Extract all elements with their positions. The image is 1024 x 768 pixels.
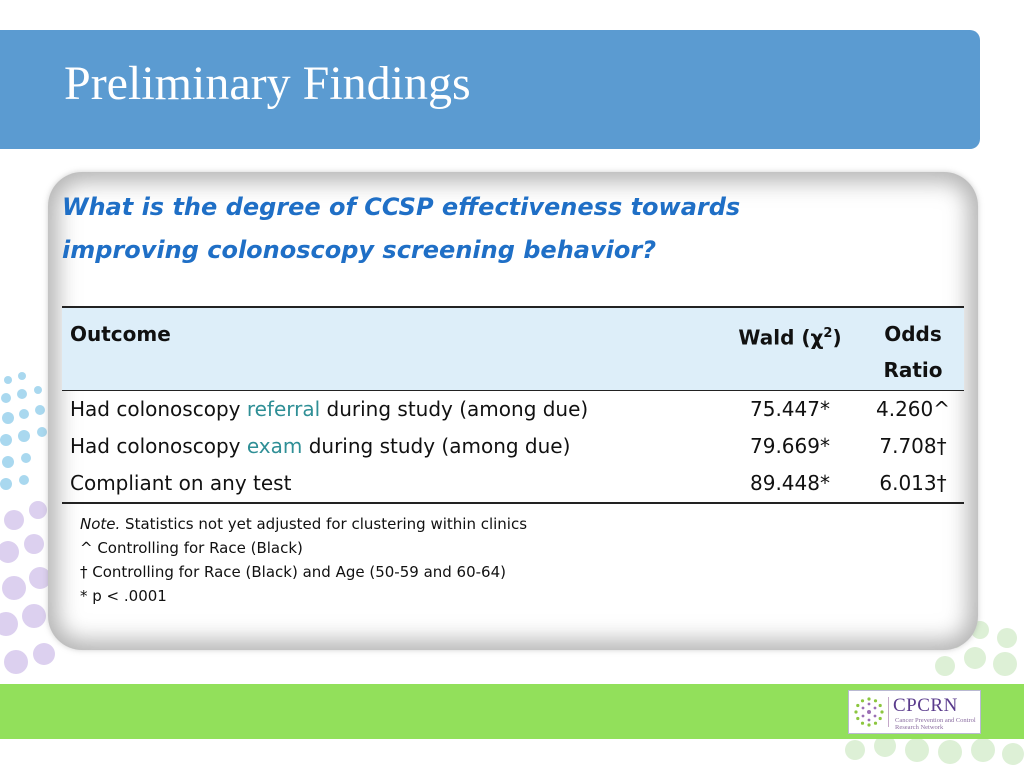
outcome-cell: Had colonoscopy referral during study (a… <box>62 391 718 429</box>
wald-cell: 89.448* <box>750 471 830 495</box>
note-line-2: ^ Controlling for Race (Black) <box>80 539 303 557</box>
logo-title: CPCRN <box>893 695 958 716</box>
note-line-3: † Controlling for Race (Black) and Age (… <box>80 563 506 581</box>
table-row: Had colonoscopy referral during study (a… <box>62 391 964 429</box>
odds-ratio-cell: 6.013† <box>879 471 947 495</box>
logo-divider <box>888 697 889 727</box>
results-table: Outcome Wald (χ2) Odds Ratio Had colonosc… <box>62 306 964 504</box>
content-frame <box>48 172 978 650</box>
outcome-text: Had colonoscopy <box>70 397 247 421</box>
header-outcome: Outcome <box>70 322 171 346</box>
header-wald-superscript: 2 <box>823 326 833 341</box>
title-bar <box>0 30 980 149</box>
header-wald: Wald (χ2) <box>718 307 862 391</box>
outcome-text: Compliant on any test <box>70 471 292 495</box>
logo-subtitle: Cancer Prevention and Control Research N… <box>895 717 976 731</box>
decorative-dots-left <box>0 372 55 674</box>
odds-ratio-cell: 7.708† <box>879 434 947 458</box>
header-ratio: Ratio <box>883 358 943 382</box>
header-wald-prefix: Wald ( <box>738 325 811 350</box>
outcome-text-end: during study (among due) <box>320 397 589 421</box>
header-wald-chi: χ <box>810 325 824 350</box>
odds-ratio-cell: 4.260^ <box>875 397 950 421</box>
note-label: Note. <box>80 515 121 533</box>
outcome-highlight: referral <box>246 397 321 421</box>
outcome-text: Had colonoscopy <box>70 434 247 458</box>
research-question: What is the degree of CCSP effectiveness… <box>62 193 741 264</box>
sunburst-icon <box>854 697 884 727</box>
header-odds-ratio: Odds Ratio <box>862 307 964 391</box>
table-notes: Note. Statistics not yet adjusted for cl… <box>80 512 680 608</box>
header-odds: Odds <box>884 322 942 346</box>
table-row: Had colonoscopy exam during study (among… <box>62 428 964 465</box>
slide-title: Preliminary Findings <box>64 57 471 110</box>
outcome-text-end: during study (among due) <box>302 434 571 458</box>
note-text: Statistics not yet adjusted for clusteri… <box>120 515 528 533</box>
wald-cell: 75.447* <box>750 397 830 421</box>
table-header-row: Outcome Wald (χ2) Odds Ratio <box>62 307 964 391</box>
note-line-1: Note. Statistics not yet adjusted for cl… <box>80 512 680 536</box>
wald-cell: 79.669* <box>750 434 830 458</box>
outcome-cell: Had colonoscopy exam during study (among… <box>62 428 718 465</box>
cpcrn-logo: CPCRN Cancer Prevention and Control Rese… <box>848 690 981 734</box>
outcome-highlight: exam <box>246 434 303 458</box>
note-line-4: * p < .0001 <box>80 587 167 605</box>
outcome-cell: Compliant on any test <box>62 465 718 503</box>
header-wald-suffix: ) <box>832 325 842 350</box>
table-row: Compliant on any test 89.448* 6.013† <box>62 465 964 503</box>
